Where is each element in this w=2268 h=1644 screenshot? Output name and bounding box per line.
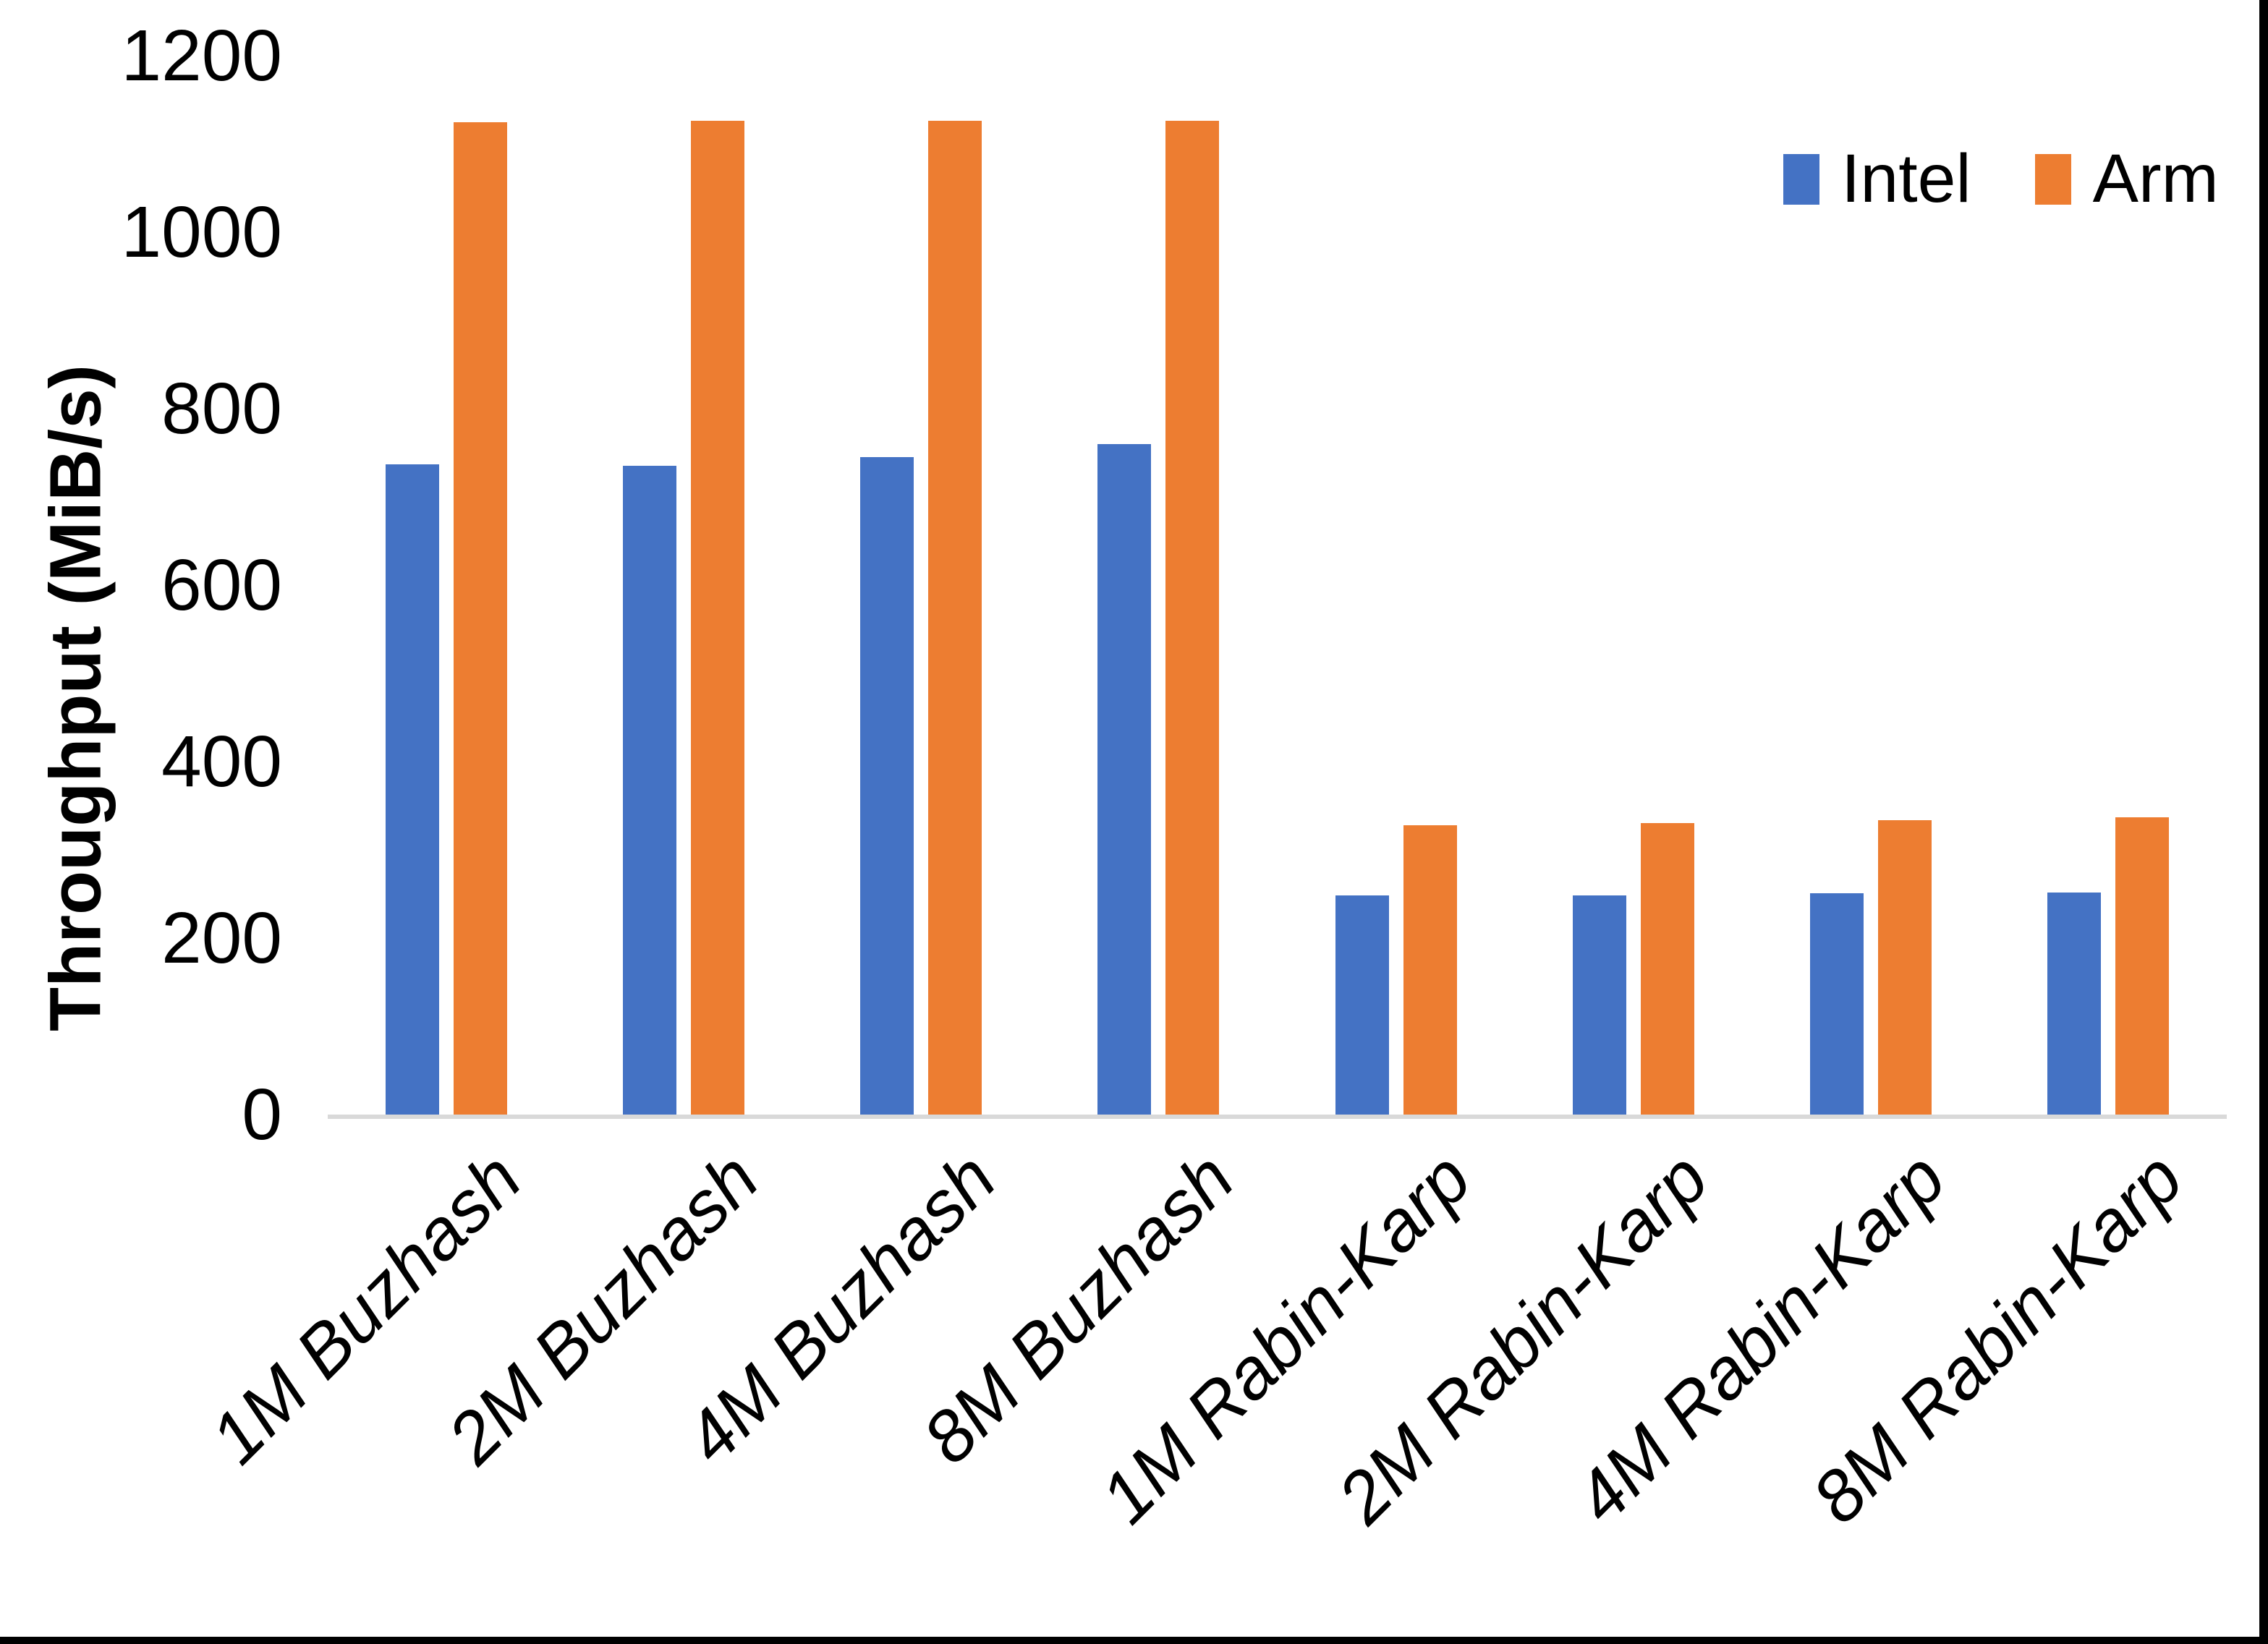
bar-intel-1m-rabin-karp [1335, 895, 1389, 1115]
plot-area [328, 56, 2227, 1119]
y-tick-label-0: 0 [242, 1074, 282, 1155]
y-tick-label-800: 800 [161, 368, 282, 449]
bar-arm-8m-rabin-karp [2115, 817, 2169, 1115]
bar-intel-4m-rabin-karp [1809, 893, 1864, 1115]
bar-arm-2m-buzhash [691, 121, 745, 1115]
bar-arm-1m-buzhash [454, 122, 508, 1115]
bar-intel-2m-buzhash [623, 466, 677, 1115]
screenshot-border-right [2259, 0, 2268, 1644]
bar-intel-1m-buzhash [386, 464, 440, 1115]
y-tick-label-1000: 1000 [121, 192, 282, 273]
legend-swatch-arm [2034, 153, 2071, 205]
legend: Intel Arm [1783, 137, 2219, 221]
bar-arm-1m-rabin-karp [1403, 825, 1457, 1115]
legend-item-intel: Intel [1783, 145, 1971, 213]
y-tick-label-600: 600 [161, 545, 282, 626]
bar-arm-8m-buzhash [1165, 121, 1220, 1115]
bar-intel-4m-buzhash [860, 457, 914, 1115]
y-tick-label-400: 400 [161, 721, 282, 802]
bar-intel-2m-rabin-karp [1572, 895, 1626, 1115]
bar-intel-8m-buzhash [1097, 443, 1152, 1115]
bar-arm-2m-rabin-karp [1640, 823, 1694, 1115]
bar-intel-8m-rabin-karp [2047, 892, 2101, 1115]
screenshot-border-bottom [0, 1637, 2268, 1644]
y-tick-label-200: 200 [161, 898, 282, 979]
legend-item-arm: Arm [2034, 140, 2219, 217]
bar-arm-4m-rabin-karp [1877, 819, 1932, 1115]
legend-label-intel: Intel [1841, 140, 1971, 217]
y-tick-label-1200: 1200 [121, 15, 282, 96]
bar-arm-4m-buzhash [928, 121, 982, 1115]
legend-swatch-intel [1783, 153, 1819, 205]
legend-label-arm: Arm [2092, 140, 2219, 217]
